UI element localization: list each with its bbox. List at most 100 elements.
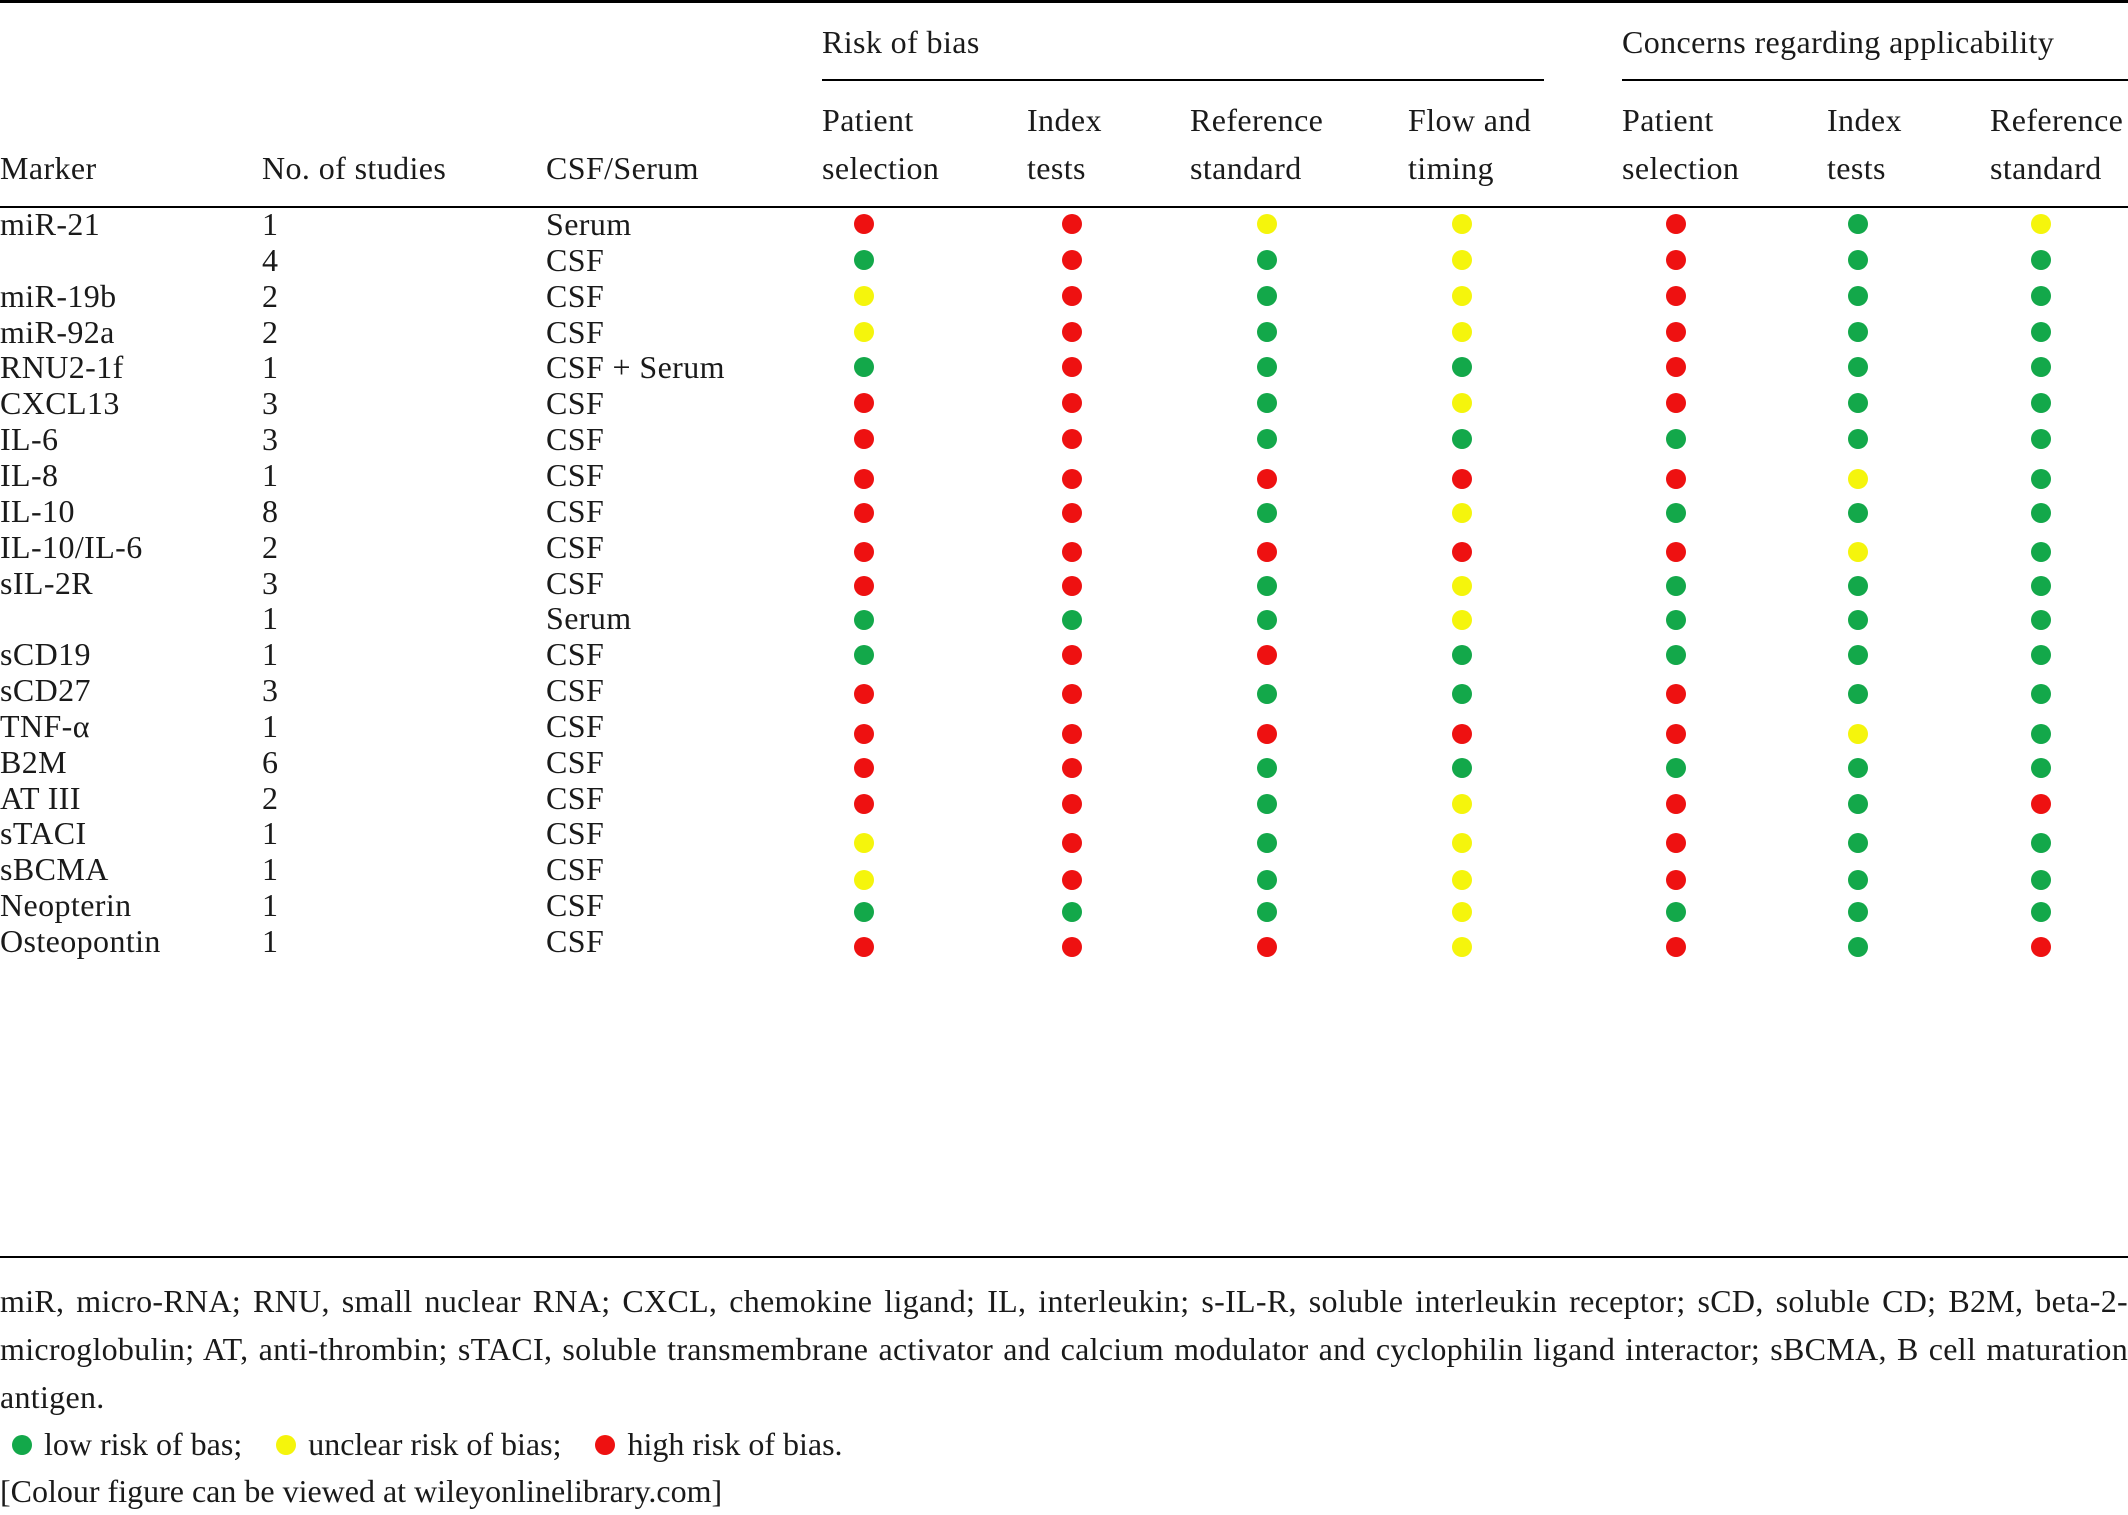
table-row: TNF-α 1 CSF (0, 702, 2128, 751)
table-row: miR-92a 2 CSF (0, 308, 2128, 357)
studies-count-cell: 2 (262, 529, 279, 565)
low-risk-dot-icon (854, 357, 874, 377)
low-risk-dot-icon (2031, 833, 2051, 853)
legend-item-high: high risk of bias. (583, 1420, 843, 1468)
low-risk-dot-icon (1666, 902, 1686, 922)
low-risk-dot-icon (2031, 357, 2051, 377)
applicability-group-header: Concerns regarding applicability (1622, 24, 2055, 60)
low-risk-dot-icon (1848, 214, 1868, 234)
high-risk-dot-icon (1062, 322, 1082, 342)
sample-source-cell: CSF (546, 923, 605, 959)
legend-label-high: high risk of bias. (627, 1426, 843, 1462)
low-risk-dot-icon (1452, 684, 1472, 704)
low-risk-dot-icon (1848, 758, 1868, 778)
high-risk-dot-icon (1062, 429, 1082, 449)
low-risk-dot-icon (2031, 645, 2051, 665)
table-row: sTACI 1 CSF (0, 809, 2128, 858)
studies-count-cell: 1 (262, 636, 279, 672)
studies-count-cell: 4 (262, 242, 279, 278)
sample-source-cell: CSF (546, 421, 605, 457)
high-risk-dot-icon (1257, 937, 1277, 957)
high-risk-dot-icon (1452, 542, 1472, 562)
low-risk-dot-icon (1848, 503, 1868, 523)
table-row: IL-10 8 CSF (0, 487, 2128, 536)
high-risk-dot-icon (1666, 286, 1686, 306)
sample-source-cell: CSF (546, 887, 605, 923)
studies-count-cell: 1 (262, 349, 279, 385)
low-risk-dot-icon (1666, 758, 1686, 778)
studies-count-cell: 8 (262, 493, 279, 529)
app-index-tests-header-line2: tests (1827, 150, 1886, 186)
low-risk-dot-icon (1848, 937, 1868, 957)
studies-count-cell: 2 (262, 278, 279, 314)
app-reference-standard-header-line2: standard (1990, 150, 2102, 186)
low-risk-dot-icon (2031, 542, 2051, 562)
low-risk-dot-icon (2031, 469, 2051, 489)
high-risk-dot-icon (1062, 870, 1082, 890)
table-row: Neopterin 1 CSF (0, 881, 2128, 930)
rob-reference-standard-header-line1: Reference (1190, 102, 1324, 138)
low-risk-dot-icon (854, 645, 874, 665)
table-row: 1 Serum (0, 594, 2128, 643)
figure-credit: [Colour figure can be viewed at wileyonl… (0, 1473, 723, 1509)
table-row: sIL-2R 3 CSF (0, 559, 2128, 608)
low-risk-dot-icon (1257, 870, 1277, 890)
sample-source-cell: CSF + Serum (546, 349, 725, 385)
high-risk-dot-icon (1666, 684, 1686, 704)
marker-cell: IL-8 (0, 457, 59, 493)
high-risk-dot-icon (1062, 758, 1082, 778)
studies-count-cell: 3 (262, 421, 279, 457)
marker-cell: miR-19b (0, 278, 117, 314)
marker-cell: Neopterin (0, 887, 132, 923)
sample-source-cell: CSF (546, 672, 605, 708)
high-risk-dot-icon (1062, 684, 1082, 704)
marker-cell: B2M (0, 744, 67, 780)
high-risk-dot-icon (1062, 214, 1082, 234)
high-risk-dot-icon (1666, 469, 1686, 489)
high-risk-dot-icon (1666, 724, 1686, 744)
low-risk-dot-icon (2031, 322, 2051, 342)
low-risk-dot-icon (2031, 610, 2051, 630)
low-risk-dot-icon (1848, 393, 1868, 413)
sample-source-cell: Serum (546, 600, 632, 636)
low-risk-dot-icon (1257, 833, 1277, 853)
marker-cell: RNU2-1f (0, 349, 124, 385)
low-risk-dot-icon (2031, 870, 2051, 890)
high-risk-dot-icon (854, 393, 874, 413)
high-risk-dot-icon (1062, 794, 1082, 814)
marker-cell: miR-92a (0, 314, 115, 350)
high-risk-dot-icon (1666, 870, 1686, 890)
sample-source-cell: CSF (546, 636, 605, 672)
rob-patient-selection-header-line2: selection (822, 150, 940, 186)
high-risk-dot-icon (1062, 250, 1082, 270)
low-risk-dot-icon (1257, 902, 1277, 922)
high-risk-dot-icon (1062, 937, 1082, 957)
marker-cell: sTACI (0, 815, 87, 851)
rob-flow-timing-header-line2: timing (1408, 150, 1494, 186)
high-risk-dot-icon (1062, 833, 1082, 853)
low-risk-dot-icon (1848, 429, 1868, 449)
unclear-risk-dot-icon (1452, 833, 1472, 853)
high-risk-dot-icon (1062, 724, 1082, 744)
marker-cell: IL-10/IL-6 (0, 529, 143, 565)
low-risk-dot-icon (1848, 286, 1868, 306)
high-risk-dot-icon (854, 542, 874, 562)
low-risk-dot-icon (1452, 758, 1472, 778)
high-risk-dot-icon (1257, 645, 1277, 665)
table-row: IL-6 3 CSF (0, 415, 2128, 464)
low-risk-dot-icon (1848, 610, 1868, 630)
top-rule (0, 0, 2128, 3)
unclear-risk-dot-icon (1257, 214, 1277, 234)
studies-count-cell: 3 (262, 385, 279, 421)
high-risk-dot-icon (1062, 576, 1082, 596)
marker-cell: IL-10 (0, 493, 75, 529)
table-row: sCD19 1 CSF (0, 630, 2128, 679)
table-row: IL-8 1 CSF (0, 451, 2128, 500)
high-risk-dot-icon (854, 576, 874, 596)
high-risk-dot-icon (1257, 469, 1277, 489)
table-row: AT III 2 CSF (0, 774, 2128, 823)
high-risk-dot-icon (854, 724, 874, 744)
low-risk-dot-icon (2031, 902, 2051, 922)
unclear-risk-dot-icon (1452, 286, 1472, 306)
